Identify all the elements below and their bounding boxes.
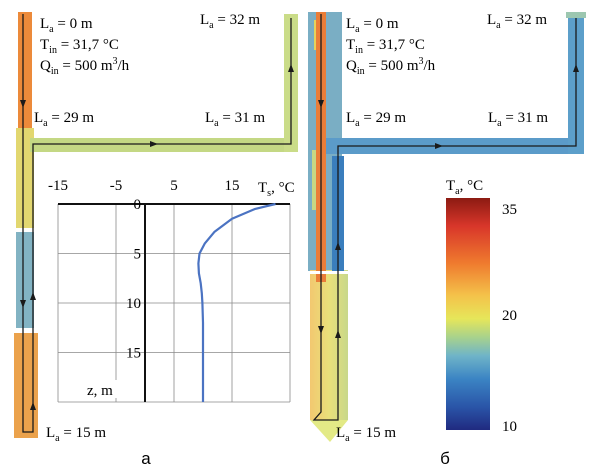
- la-32-label-b: La = 32 m: [487, 12, 547, 31]
- chart-y-ticks: 0 5 10 15: [126, 197, 141, 362]
- chart-x-tick-label: 15: [225, 178, 240, 194]
- pipe-a-inlet-descent: [18, 12, 32, 142]
- arrow-up-icon: [30, 292, 36, 300]
- inlet-temperature-label-a: Tin = 31,7 °C: [40, 37, 119, 56]
- pipe-b-riser-top: [566, 12, 586, 18]
- inlet-la-label-b: La = 0 m: [346, 16, 399, 35]
- arrow-up-icon: [335, 242, 341, 250]
- pipe-b-bottom-tip: [310, 420, 348, 442]
- chart-grid: [57, 203, 291, 403]
- ts-series-line: [197, 202, 276, 402]
- la-32-label-a: La = 32 m: [200, 12, 260, 31]
- la-31-label-b: La = 31 m: [488, 110, 548, 129]
- arrow-right-icon: [150, 141, 158, 147]
- la-15-label-a: La = 15 m: [46, 425, 106, 444]
- arrow-up-icon: [30, 402, 36, 410]
- arrow-right-icon: [435, 143, 443, 149]
- ts-profile-chart: -15 -5 5 15 0 5 10 15 Ts, °C z, m: [48, 178, 295, 403]
- arrow-up-icon: [288, 64, 294, 72]
- inlet-temperature-label-b: Tin = 31,7 °C: [346, 37, 425, 56]
- chart-y-tick-label: 0: [134, 197, 142, 213]
- pipe-b-lower-segment: [310, 270, 348, 420]
- pipe-b-break: [306, 271, 350, 274]
- panel-b: La = 0 m Tin = 31,7 °C Qin = 500 m3/h La…: [306, 12, 586, 466]
- arrow-down-icon: [20, 100, 26, 108]
- pipe-a-horizontal: [30, 138, 294, 152]
- flow-path-a: [22, 14, 292, 433]
- chart-y-axis-label: z, m: [87, 383, 113, 399]
- pipe-a-segment-lower: [14, 333, 38, 438]
- chart-y-label-bg: [84, 380, 126, 398]
- pipe-a-segment-upper: [16, 128, 34, 228]
- colorbar-tick-20: 20: [502, 308, 517, 324]
- la-31-label-a: La = 31 m: [205, 110, 265, 129]
- inlet-flow-label-a: Qin = 500 m3/h: [40, 56, 130, 77]
- chart-x-tick-label: -5: [110, 178, 123, 194]
- flow-path-b: [312, 14, 577, 421]
- chart-y-tick-label: 5: [134, 247, 142, 263]
- arrow-down-icon: [20, 300, 26, 308]
- chart-x-ticks: -15 -5 5 15: [48, 178, 240, 194]
- colorbar-tick-35: 35: [502, 202, 517, 218]
- pipe-a-segment-middle: [16, 232, 34, 328]
- chart-x-tick-label: -15: [48, 178, 68, 194]
- caption-a: a: [141, 449, 151, 466]
- inlet-flow-label-b: Qin = 500 m3/h: [346, 56, 436, 77]
- chart-y-tick-label: 15: [126, 346, 141, 362]
- colorbar-tick-10: 10: [502, 419, 517, 435]
- chart-x-tick-label: 5: [170, 178, 178, 194]
- colorbar: [446, 198, 490, 430]
- caption-b: б: [440, 449, 450, 466]
- arrow-up-icon: [335, 330, 341, 338]
- pipe-a-break-2: [12, 328, 42, 332]
- arrow-up-icon: [573, 64, 579, 72]
- colorbar-title: Ta, °C: [446, 178, 483, 197]
- chart-x-axis-label: Ts, °C: [258, 180, 295, 199]
- inlet-la-label-a: La = 0 m: [40, 16, 93, 35]
- la-29-label-a: La = 29 m: [34, 110, 94, 129]
- la-15-label-b: La = 15 m: [336, 425, 396, 444]
- chart-y-tick-label: 10: [126, 296, 141, 312]
- la-29-label-b: La = 29 m: [346, 110, 406, 129]
- pipe-a-break-1: [12, 228, 42, 232]
- arrow-down-icon: [318, 100, 324, 108]
- panel-a: La = 0 m Tin = 31,7 °C Qin = 500 m3/h La…: [12, 12, 298, 466]
- arrow-down-icon: [318, 326, 324, 334]
